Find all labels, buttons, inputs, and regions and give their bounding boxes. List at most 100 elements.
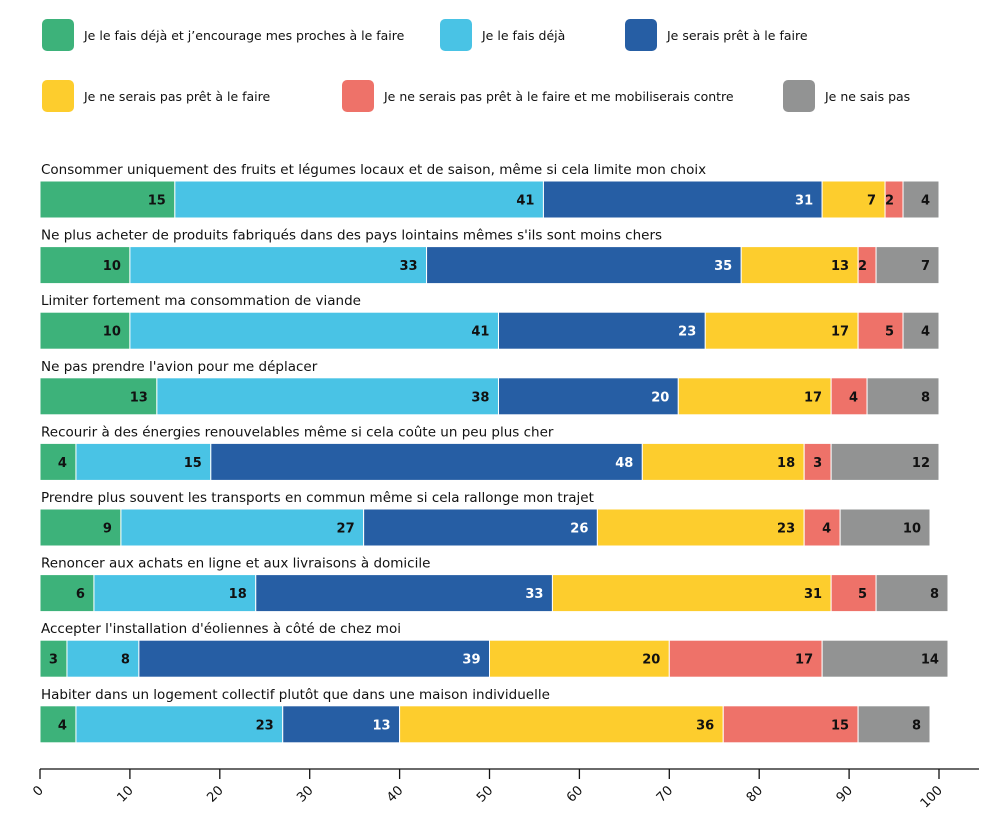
bar-value-label: 15 (831, 718, 849, 733)
x-tick-label: 30 (294, 783, 316, 805)
row-title: Ne pas prendre l'avion pour me déplacer (41, 359, 318, 375)
row-title: Limiter fortement ma consommation de via… (41, 293, 361, 309)
x-tick-label: 40 (384, 783, 406, 805)
bar-value-label: 27 (337, 522, 355, 537)
legend-label: Je ne serais pas prêt à le faire (84, 88, 271, 104)
bar-segment (830, 574, 877, 613)
bar-value-label: 8 (912, 718, 921, 733)
bar-value-label: 17 (804, 390, 822, 405)
legend-label: Je le fais déjà (482, 27, 566, 43)
bar-segment (722, 705, 859, 744)
bar-value-label: 20 (642, 653, 660, 668)
bar-value-label: 13 (130, 390, 148, 405)
bar-segment (39, 639, 68, 678)
legend-item-encourage: Je le fais déjà et j’encourage mes proch… (42, 19, 404, 51)
bar-segment (39, 311, 131, 350)
bar-segment (821, 639, 949, 678)
bar-value-label: 36 (696, 718, 714, 733)
bar-value-label: 15 (148, 194, 166, 209)
x-tick-label: 10 (114, 783, 136, 805)
bar-segment (363, 508, 598, 547)
bar-value-label: 39 (462, 653, 480, 668)
bar-segment (93, 574, 257, 613)
bar-value-label: 4 (921, 194, 930, 209)
bar-value-label: 12 (912, 456, 930, 471)
bar-value-label: 6 (76, 587, 85, 602)
legend-label: Je ne serais pas prêt à le faire et me m… (384, 88, 734, 104)
bar-value-label: 17 (831, 325, 849, 340)
bar-segment (120, 508, 365, 547)
bar-value-label: 15 (184, 456, 202, 471)
bar-segment (551, 574, 832, 613)
bar-value-label: 14 (921, 653, 939, 668)
bar-value-label: 5 (885, 325, 894, 340)
row-title: Habiter dans un logement collectif plutô… (41, 687, 550, 703)
bar-value-label: 20 (651, 390, 669, 405)
legend-item-contre: Je ne serais pas prêt à le faire et me m… (342, 80, 734, 112)
bar-value-label: 35 (714, 259, 732, 274)
bar-segment (399, 705, 724, 744)
bar-value-label: 2 (885, 194, 894, 209)
bar-segment (75, 442, 212, 481)
bar-value-label: 4 (58, 718, 67, 733)
bar-value-label: 41 (471, 325, 489, 340)
row-title: Accepter l'installation d'éoliennes à cô… (41, 621, 401, 637)
bar-segment (138, 639, 490, 678)
bar-segment (210, 442, 643, 481)
legend-item-deja: Je le fais déjà (440, 19, 565, 51)
bar-segment (803, 442, 832, 481)
bar-value-label: 8 (121, 653, 130, 668)
bar-segment (129, 246, 428, 285)
legend-swatch (42, 80, 74, 112)
x-tick-label: 100 (918, 783, 946, 811)
bar-value-label: 33 (399, 259, 417, 274)
bar-value-label: 7 (867, 194, 876, 209)
bar-segment (830, 377, 868, 416)
bar-segment (668, 639, 823, 678)
x-tick-label: 90 (834, 783, 856, 805)
row-title: Recourir à des énergies renouvelables mê… (41, 424, 554, 440)
legend-swatch (625, 19, 657, 51)
x-tick-label: 70 (654, 783, 676, 805)
bar-segment (75, 705, 284, 744)
bar-segment (129, 311, 499, 350)
bar-segment (821, 180, 886, 219)
bar-segment (857, 311, 904, 350)
bar-segment (641, 442, 805, 481)
legend-item-pas-pret: Je ne serais pas prêt à le faire (42, 80, 270, 112)
bar-segment (497, 377, 679, 416)
bar-value-label: 26 (570, 522, 588, 537)
bar-segment (282, 705, 401, 744)
bar-segment (255, 574, 553, 613)
bar-value-label: 10 (903, 522, 921, 537)
bar-segment (66, 639, 140, 678)
legend-label: Je serais prêt à le faire (667, 27, 808, 43)
bar-segment (39, 508, 122, 547)
bar-value-label: 23 (256, 718, 274, 733)
bar-segment (156, 377, 499, 416)
bar-value-label: 31 (795, 194, 813, 209)
bar-value-label: 13 (373, 718, 391, 733)
bar-segment (174, 180, 544, 219)
bar-segment (489, 639, 670, 678)
bar-value-label: 2 (858, 259, 867, 274)
bar-value-label: 8 (921, 390, 930, 405)
bar-segment (875, 574, 949, 613)
bar-segment (39, 180, 176, 219)
bar-value-label: 23 (777, 522, 795, 537)
bar-value-label: 3 (813, 456, 822, 471)
bar-segment (426, 246, 742, 285)
x-tick-label: 80 (744, 783, 766, 805)
bar-value-label: 4 (822, 522, 831, 537)
bar-segment (740, 246, 859, 285)
bar-segment (39, 377, 158, 416)
bar-segment (803, 508, 841, 547)
legend-item-pret: Je serais prêt à le faire (625, 19, 808, 51)
x-tick-label: 60 (564, 783, 586, 805)
bar-segment (857, 705, 931, 744)
bar-value-label: 38 (471, 390, 489, 405)
bar-segment (39, 574, 95, 613)
bar-value-label: 5 (858, 587, 867, 602)
bar-segment (677, 377, 832, 416)
